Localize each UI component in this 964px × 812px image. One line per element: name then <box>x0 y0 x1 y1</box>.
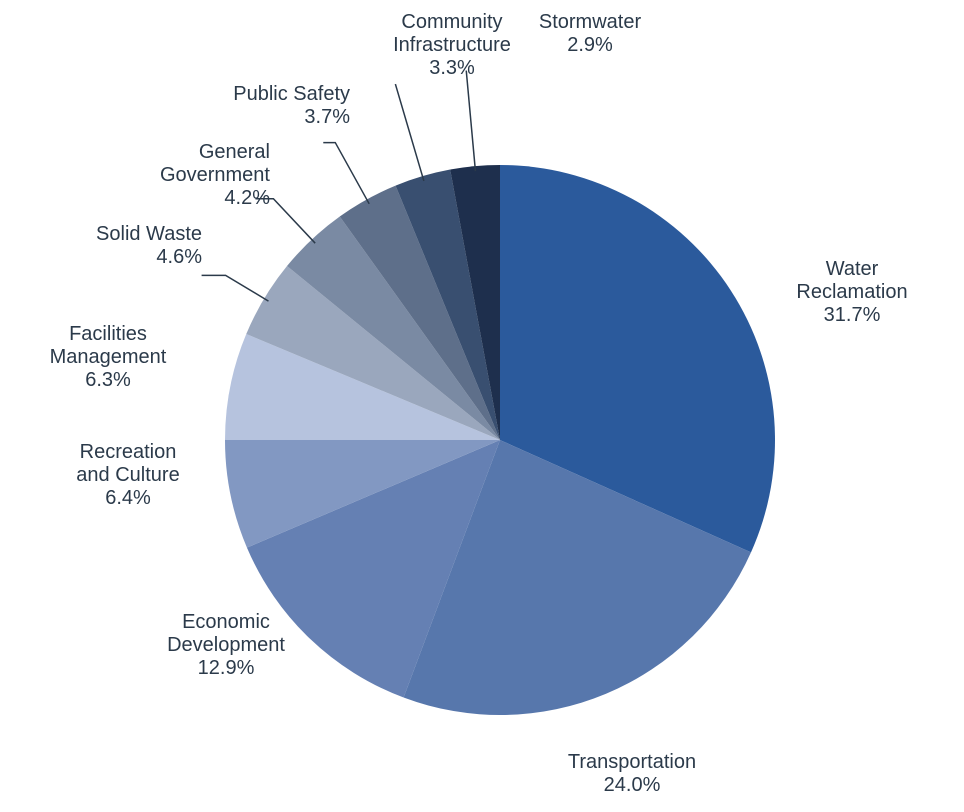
slice-label: Stormwater2.9% <box>539 11 642 56</box>
slice-label: Recreationand Culture6.4% <box>76 441 179 509</box>
leader-line <box>202 275 269 301</box>
slice-label: CommunityInfrastructure3.3% <box>393 11 511 79</box>
slice-label: WaterReclamation31.7% <box>796 258 907 326</box>
slice-label: Public Safety3.7% <box>233 83 350 128</box>
budget-pie-chart: WaterReclamation31.7% Transportation24.0%… <box>0 0 964 812</box>
slice-label: GeneralGovernment4.2% <box>160 141 270 209</box>
slice-label: Solid Waste4.6% <box>96 223 202 268</box>
slice-label: EconomicDevelopment12.9% <box>167 611 285 679</box>
leader-line <box>466 71 475 172</box>
leader-line <box>323 143 369 204</box>
slice-label: Transportation24.0% <box>568 751 696 796</box>
leader-line <box>395 84 423 181</box>
slice-label: FacilitiesManagement6.3% <box>50 323 167 391</box>
